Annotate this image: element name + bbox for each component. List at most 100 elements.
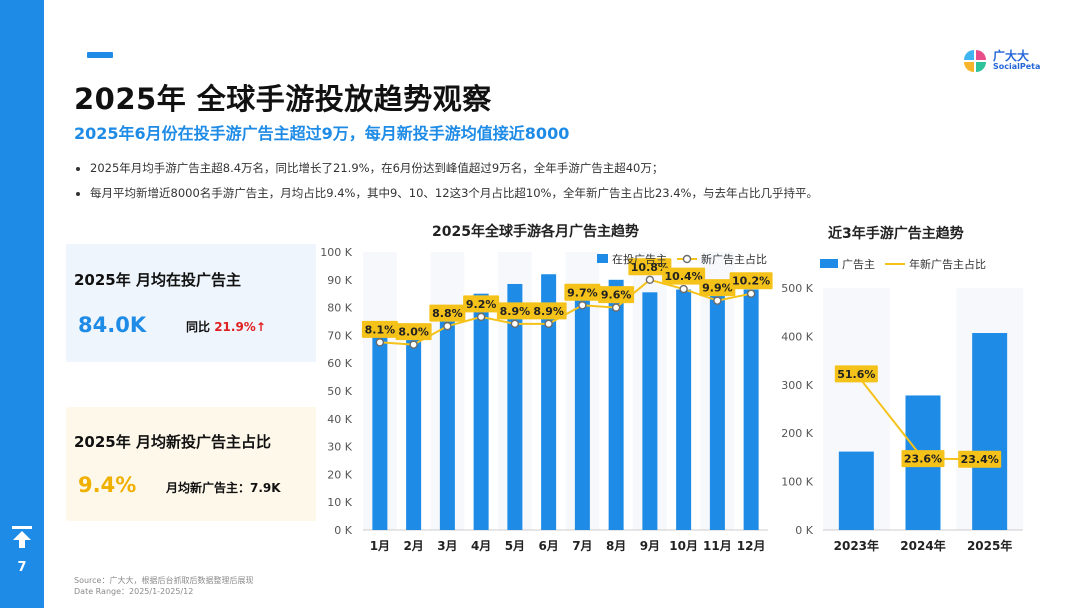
legend-swatch-bar xyxy=(597,254,608,263)
x-tick-label: 2月 xyxy=(403,539,423,553)
bar xyxy=(507,283,523,530)
bar xyxy=(972,333,1008,530)
legend-swatch-bar xyxy=(820,259,838,268)
y-tick-label: 60 K xyxy=(327,357,352,370)
data-label: 23.6% xyxy=(904,453,942,466)
data-label-box xyxy=(901,450,945,468)
bar xyxy=(473,293,489,530)
logo-name: 广大大 xyxy=(993,49,1030,63)
x-tick-label: 4月 xyxy=(471,539,491,553)
y-tick-label: 30 K xyxy=(327,441,352,454)
yoy-label: 同比 xyxy=(186,320,211,334)
logo-subtitle: SocialPeta xyxy=(993,62,1041,71)
data-label: 8.9% xyxy=(533,305,564,318)
data-label-box xyxy=(699,279,736,297)
line-point xyxy=(375,338,385,347)
data-label: 23.4% xyxy=(961,453,999,466)
brand-logo: 广大大 SocialPeta xyxy=(962,46,1052,76)
y-tick-label: 0 K xyxy=(334,524,352,537)
line-point xyxy=(544,319,553,329)
bullet-dot xyxy=(76,167,80,171)
data-label-box xyxy=(834,365,878,383)
y-tick-label: 50 K xyxy=(327,385,352,398)
y-tick-label: 100 K xyxy=(781,476,813,489)
data-label: 9.7% xyxy=(567,286,598,299)
bar xyxy=(406,338,422,530)
data-label: 51.6% xyxy=(837,368,875,381)
x-tick-label: 3月 xyxy=(437,539,457,553)
data-label: 9.9% xyxy=(702,282,733,295)
y-tick-label: 200 K xyxy=(781,427,813,440)
bar xyxy=(574,288,590,530)
card-title: 2025年 月均在投广告主 xyxy=(74,271,241,289)
card-note: 月均新广告主：7.9K xyxy=(166,481,281,495)
monthly-chart-title: 2025年全球手游各月广告主趋势 xyxy=(432,224,639,240)
legend-label: 在投广告主 xyxy=(612,252,667,266)
bullet-text: 每月平均新增近8000名手游广告主，月均占比9.4%，其中9、10、12这3个月… xyxy=(90,186,818,200)
data-label-box xyxy=(662,267,706,285)
data-label-box xyxy=(395,323,432,341)
data-label: 8.9% xyxy=(500,305,531,318)
x-tick-label: 2024年 xyxy=(900,538,945,553)
x-tick-label: 10月 xyxy=(669,539,698,553)
data-label-box xyxy=(729,272,773,290)
y-tick-label: 70 K xyxy=(327,329,352,342)
monthly-active-advertisers-card: 2025年 月均在投广告主 84.0K 同比 21.9%↑ xyxy=(66,244,316,362)
x-tick-label: 7月 xyxy=(572,539,592,553)
source-note: Source：广大大，根据后台抓取后数据整理后展现 Date Range：202… xyxy=(74,575,253,597)
line-point xyxy=(510,319,520,329)
bar xyxy=(838,451,874,530)
data-label-box xyxy=(361,320,398,338)
data-label: 8.0% xyxy=(398,326,429,339)
monthly-new-advertisers-card: 2025年 月均新投广告主占比 9.4% 月均新广告主：7.9K xyxy=(66,407,316,521)
line-point xyxy=(476,312,486,322)
line-point xyxy=(409,340,418,349)
x-tick-label: 6月 xyxy=(538,539,558,553)
legend-label: 年新广告主占比 xyxy=(909,257,986,271)
arrow-up-to-top-icon[interactable] xyxy=(10,524,34,550)
legend-label: 广告主 xyxy=(842,258,875,271)
bullet-dot xyxy=(76,192,80,196)
bar xyxy=(608,279,624,530)
card-value: 9.4% xyxy=(78,473,137,497)
source-line: Source：广大大，根据后台抓取后数据整理后展现 xyxy=(74,576,254,585)
y-tick-label: 20 K xyxy=(327,468,352,481)
bar xyxy=(676,289,692,530)
yoy-value: 21.9%↑ xyxy=(214,320,266,334)
x-tick-label: 9月 xyxy=(640,539,660,553)
y-tick-label: 90 K xyxy=(327,274,352,287)
bar xyxy=(372,332,388,530)
bullet-text: 2025年月均手游广告主超8.4万名，同比增长了21.9%，在6月份达到峰值超过… xyxy=(90,161,664,175)
bar xyxy=(709,292,725,530)
legend-line-marker xyxy=(682,254,692,264)
data-label-box xyxy=(496,302,533,320)
data-label-box xyxy=(429,304,466,322)
line-point xyxy=(645,275,655,284)
y-tick-label: 500 K xyxy=(781,282,813,295)
data-label: 8.8% xyxy=(432,307,463,320)
data-label: 8.1% xyxy=(365,323,396,336)
y-tick-label: 300 K xyxy=(781,379,813,392)
data-label: 9.6% xyxy=(601,289,632,302)
line-point xyxy=(578,301,587,310)
bar xyxy=(541,274,557,530)
data-label-box xyxy=(564,283,601,301)
x-tick-label: 1月 xyxy=(370,539,390,553)
data-label-box xyxy=(958,450,1002,468)
bullet-item: 2025年月均手游广告主超8.4万名，同比增长了21.9%，在6月份达到峰值超过… xyxy=(76,160,976,176)
data-label: 9.2% xyxy=(466,298,497,311)
four-petal-logo-icon xyxy=(964,50,986,72)
y-tick-label: 100 K xyxy=(320,246,352,259)
card-title: 2025年 月均新投广告主占比 xyxy=(74,433,271,451)
yoy-growth: 同比 21.9%↑ xyxy=(186,318,266,335)
line-point xyxy=(746,289,756,298)
y-tick-label: 400 K xyxy=(781,330,813,343)
x-tick-label: 8月 xyxy=(606,539,626,553)
data-label-box xyxy=(598,286,635,304)
bullet-list: 2025年月均手游广告主超8.4万名，同比增长了21.9%，在6月份达到峰值超过… xyxy=(76,160,976,210)
date-range-line: Date Range：2025/1-2025/12 xyxy=(74,587,194,596)
x-tick-label: 12月 xyxy=(737,539,766,553)
data-label-box xyxy=(628,258,672,276)
y-tick-label: 10 K xyxy=(327,496,352,509)
